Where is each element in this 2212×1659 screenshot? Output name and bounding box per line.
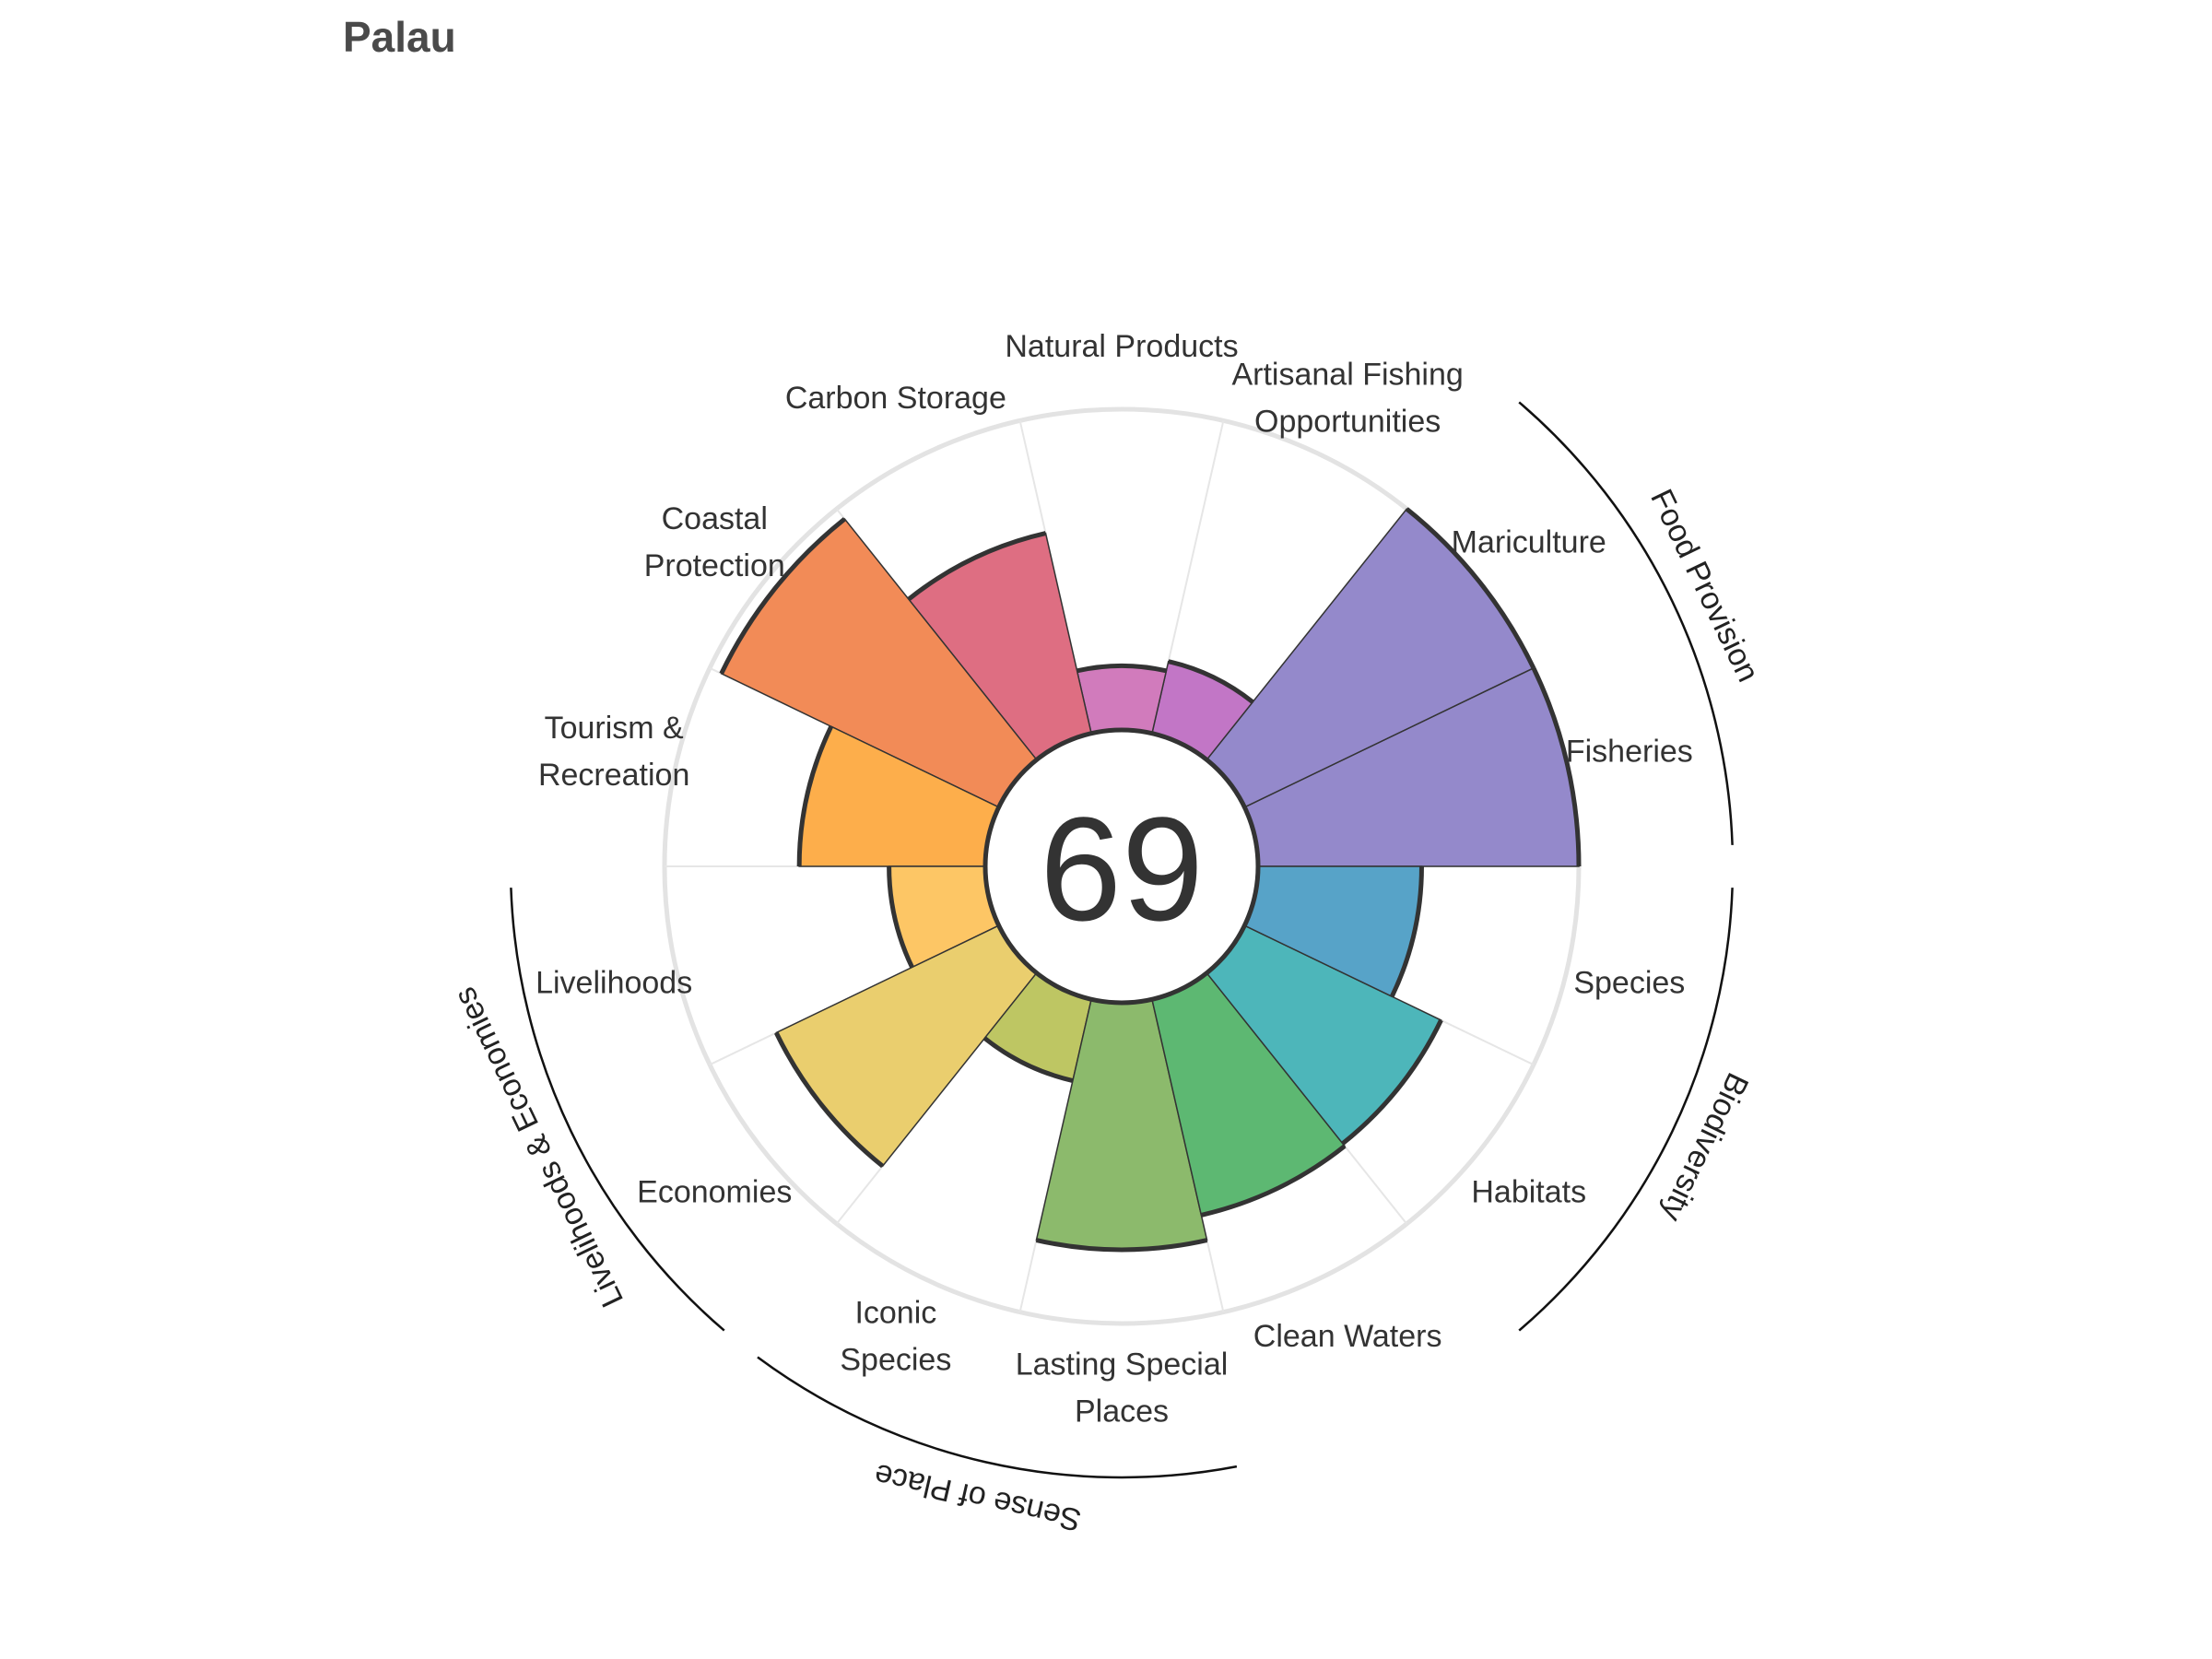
center-circle bbox=[982, 727, 1261, 1006]
petals bbox=[719, 507, 1582, 1253]
goal-label-livelihoods: Livelihoods bbox=[535, 966, 692, 1001]
group-arc-sense-of-place bbox=[757, 1356, 1238, 1479]
goal-label-fisheries: Fisheries bbox=[1566, 734, 1693, 769]
group-arc-food-provision bbox=[1518, 401, 1734, 845]
petal-edge-lasting-special-places bbox=[1035, 1238, 1208, 1253]
goal-label-economies: Economies bbox=[637, 1174, 792, 1209]
group-label-livelihoods-and-economies: Livelihoods & Economies bbox=[447, 982, 630, 1312]
petal-edge-livelihoods bbox=[887, 865, 914, 969]
goal-label-artisanal-fishing-opportunities: Artisanal Fishing Opportunities bbox=[1231, 357, 1463, 439]
petal-edge-clean-waters bbox=[1200, 1144, 1347, 1218]
petal-natural-products bbox=[1076, 665, 1168, 735]
group-label-biodiversity: Biodiversity bbox=[1654, 1067, 1756, 1227]
group-label-food-provision: Food Provision bbox=[1643, 484, 1766, 688]
goal-label-species: Species bbox=[1573, 966, 1685, 1001]
center-score: 69 bbox=[1040, 786, 1204, 951]
group-arc-biodiversity bbox=[1518, 888, 1734, 1332]
goal-label-iconic-species: Iconic Species bbox=[840, 1296, 951, 1378]
petal-edge-mariculture bbox=[1405, 507, 1536, 669]
goal-label-clean-waters: Clean Waters bbox=[1253, 1319, 1442, 1354]
group-label-sense-of-place: Sense of Place bbox=[871, 1456, 1084, 1537]
petal-edge-natural-products bbox=[1077, 663, 1167, 674]
petal-edge-coastal-protection bbox=[719, 517, 846, 675]
goal-label-natural-products: Natural Products bbox=[1005, 329, 1238, 364]
group-arc-livelihoods-and-economies bbox=[510, 888, 725, 1332]
chart-title: Palau bbox=[343, 13, 456, 61]
petal-edge-species bbox=[1389, 865, 1424, 998]
petal-edge-habitats bbox=[1341, 1018, 1443, 1146]
petal-edge-tourism-and-recreation bbox=[796, 725, 834, 867]
goal-label-carbon-storage: Carbon Storage bbox=[785, 381, 1006, 416]
petal-edge-carbon-storage bbox=[907, 531, 1047, 602]
goal-label-lasting-special-places: Lasting Special Places bbox=[1016, 1347, 1229, 1430]
goal-label-tourism-and-recreation: Tourism & Recreation bbox=[538, 711, 689, 793]
petal-edge-fisheries bbox=[1531, 666, 1582, 867]
goal-label-habitats: Habitats bbox=[1471, 1174, 1586, 1209]
petal-edge-iconic-species bbox=[982, 1036, 1074, 1083]
petal-edge-artisanal-fishing-opportunities bbox=[1168, 659, 1254, 704]
goal-label-coastal-protection: Coastal Protection bbox=[644, 501, 785, 583]
petal-edge-economies bbox=[773, 1031, 885, 1169]
goal-label-mariculture: Mariculture bbox=[1452, 525, 1606, 560]
goal-labels: Fisheries Mariculture Artisanal Fishing Opp… bbox=[535, 329, 1693, 1430]
